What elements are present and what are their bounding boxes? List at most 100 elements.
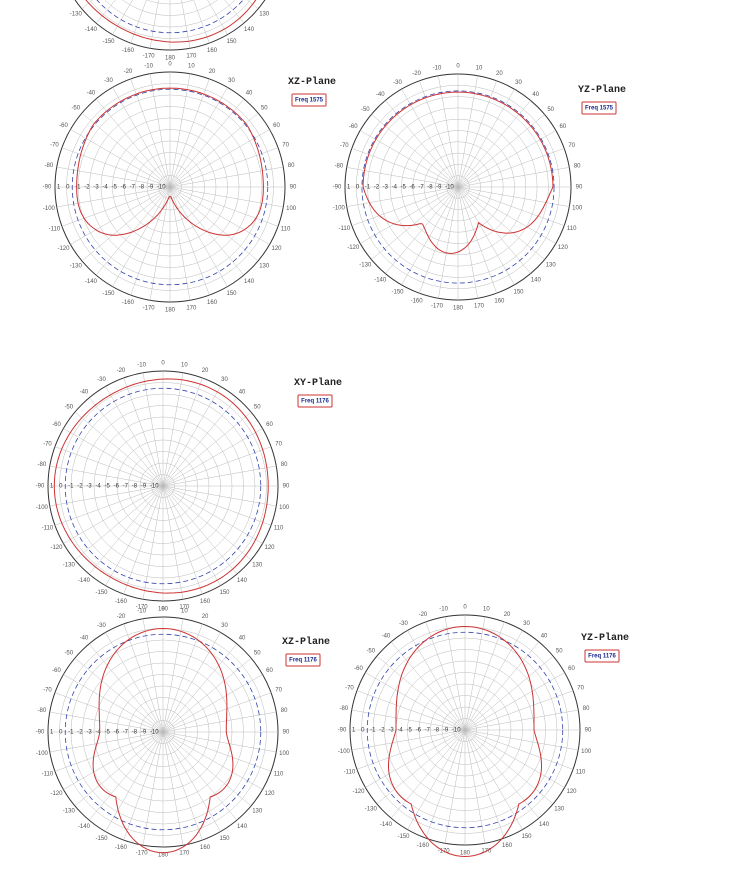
angle-label: 140 [531,277,542,283]
grid-spoke [49,731,164,753]
angle-label: 20 [209,69,216,75]
angle-label: -70 [50,143,59,149]
radial-label: -1 [365,185,371,191]
freq-label: Freq 1176 [289,658,317,664]
grid-spoke [123,485,164,595]
grid-spoke [457,186,531,274]
reference-ring [64,387,262,585]
angle-label: -20 [117,368,126,374]
grid-spoke [162,711,277,733]
grid-spoke [54,731,164,772]
grid-spoke [149,186,171,301]
angle-label: 110 [567,226,577,232]
grid-spoke [88,731,164,821]
grid-spoke [169,186,210,296]
grid-spoke [162,731,184,846]
angle-label: 150 [521,834,532,840]
grid-spoke [123,377,164,487]
angle-label: -100 [333,206,346,212]
angle-label: -10 [439,606,448,612]
radial-label: -3 [86,730,92,736]
grid-spoke [142,618,164,733]
grid-spoke [162,386,221,487]
grid-spoke [123,731,164,841]
radial-label: -4 [95,730,101,736]
angle-label: 0 [161,607,165,613]
angle-label: -140 [85,279,98,285]
angle-label: -30 [97,623,106,629]
angle-label: -170 [143,54,156,60]
angle-label: 40 [246,90,253,96]
angle-label: -80 [335,164,344,170]
grid-spoke [390,641,466,731]
angle-label: 160 [502,843,513,849]
freq-label: Freq 1575 [295,98,324,104]
grid-spoke [105,632,164,733]
angle-label: -170 [136,851,149,857]
radial-label: 0 [66,185,70,191]
angle-label: 50 [254,405,261,411]
angle-label: -50 [64,405,73,411]
angle-label: 40 [239,389,246,395]
angle-label: 10 [476,65,483,71]
angle-label: -70 [43,688,52,694]
angle-label: -120 [50,545,63,551]
angle-label: -150 [102,39,115,45]
grid-spoke [207,0,228,35]
radial-label: -5 [105,484,111,490]
angle-label: -60 [354,666,363,672]
angle-label: -120 [347,245,360,251]
grid-spoke [438,75,459,188]
angle-label: -80 [38,462,47,468]
grid-spoke [457,186,515,285]
angle-label: -110 [42,526,54,532]
angle-label: -40 [382,633,391,639]
radial-label: -2 [374,185,380,191]
angle-label: 90 [576,185,583,191]
angle-label: 70 [282,143,289,149]
grid-spoke [149,73,171,188]
angle-label: 110 [281,227,291,233]
angle-label: -100 [36,505,49,511]
grid-spoke [419,80,459,188]
pattern-curve [362,91,554,254]
radial-label: -8 [427,185,433,191]
angle-label: 170 [474,304,485,310]
angle-label: 80 [281,462,288,468]
grid-spoke [63,428,164,487]
grid-spoke [49,465,164,487]
grid-spoke [457,130,556,188]
grid-spoke [61,186,171,227]
angle-label: -160 [115,599,128,605]
angle-label: 20 [504,612,511,618]
pattern-curve [92,627,234,854]
grid-spoke [464,616,486,731]
grid-spoke [88,397,164,487]
grid-spoke [162,485,238,575]
grid-spoke [162,731,263,790]
grid-spoke [360,186,459,244]
angle-label: 20 [496,71,503,77]
grid-spoke [351,729,466,751]
grid-spoke [464,641,540,731]
grid-spoke [63,731,164,790]
angle-label: 50 [254,651,261,657]
grid-spoke [444,616,466,731]
grid-spoke [162,485,184,600]
angle-label: 180 [165,308,176,314]
radial-label: -6 [114,730,120,736]
freq-box [291,93,327,107]
angle-label: -40 [87,90,96,96]
pattern-curve [53,378,269,594]
grid-spoke [49,711,164,733]
grid-spoke [371,114,459,188]
grid-spoke [464,621,505,731]
radial-label: -3 [383,185,389,191]
angle-label: -60 [59,123,68,129]
freq-box [581,101,617,115]
angle-label: 60 [568,666,575,672]
angle-label: -40 [376,92,385,98]
angle-label: 80 [281,708,288,714]
